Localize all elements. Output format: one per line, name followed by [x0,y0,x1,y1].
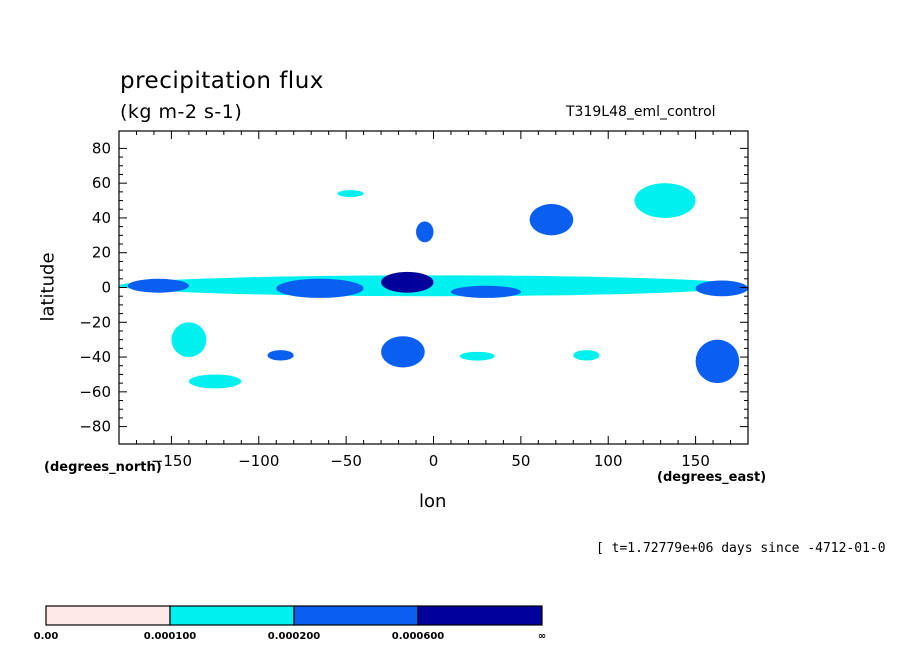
precip-cell [127,278,189,293]
y-tick-label: 20 [92,244,111,262]
precip-cell [416,221,434,243]
x-tick-label: −100 [238,452,279,470]
precip-cell [459,351,495,361]
precip-cell [573,350,600,361]
legend-label: 0.00 [34,631,59,642]
y-tick-label: 60 [92,174,111,192]
y-units-note: (degrees_north) [44,460,162,475]
precip-cell [171,322,207,358]
precip-cell [267,350,294,361]
precip-cell [188,374,242,389]
precip-cell [450,285,521,298]
y-tick-label: 0 [101,279,111,297]
precip-cell [381,336,425,368]
y-tick-label: −40 [79,348,111,366]
x-tick-label: 100 [594,452,623,470]
x-tick-label: −150 [151,452,192,470]
precip-cell [695,280,749,297]
y-tick-label: −20 [79,313,111,331]
precip-cell [634,183,696,218]
x-tick-label: 0 [429,452,439,470]
x-tick-label: 150 [681,452,710,470]
chart-units: (kg m-2 s-1) [120,101,243,123]
x-tick-label: 50 [511,452,530,470]
legend-swatch [169,605,295,626]
y-tick-label: −60 [79,383,111,401]
precip-cell [276,278,364,298]
legend-label: 0.000600 [392,631,445,642]
y-tick-label: 40 [92,209,111,227]
precip-cell [381,271,434,293]
time-label: [ t=1.72779e+06 days since -4712-01-0 [596,541,886,556]
y-tick-label: 80 [92,139,111,157]
legend-swatch [293,605,419,626]
x-axis-label: lon [419,491,447,512]
y-tick-label: −80 [79,418,111,436]
legend-swatch [45,605,171,626]
legend-label: ∞ [538,631,546,642]
precip-cell [529,204,574,236]
legend-label: 0.000200 [268,631,321,642]
legend-label: 0.000100 [144,631,197,642]
run-label: T319L48_eml_control [566,104,716,120]
precip-cell [337,190,364,198]
x-units-note: (degrees_east) [657,470,767,485]
chart-title: precipitation flux [120,68,324,94]
x-tick-label: −50 [330,452,362,470]
legend-swatch [417,605,543,626]
precip-cell [695,339,740,384]
